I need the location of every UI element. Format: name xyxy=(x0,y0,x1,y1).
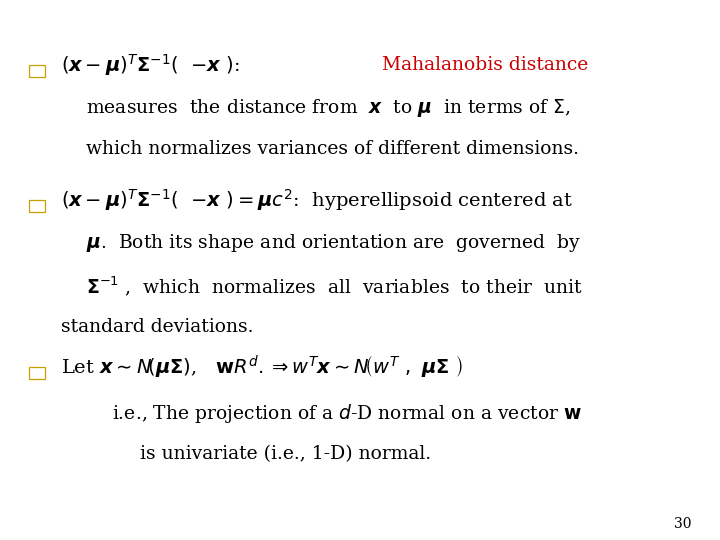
Text: $\boldsymbol{\Sigma}^{-1}$ ,  which  normalizes  all  variables  to their  unit: $\boldsymbol{\Sigma}^{-1}$ , which norma… xyxy=(86,274,583,298)
Text: 30: 30 xyxy=(674,517,691,531)
Text: i.e., The projection of a $d$-D normal on a vector $\mathbf{w}$: i.e., The projection of a $d$-D normal o… xyxy=(112,402,582,424)
Text: Mahalanobis distance: Mahalanobis distance xyxy=(382,56,588,74)
Text: Let $\boldsymbol{x} \sim N\!\left(\boldsymbol{\mu\Sigma}\right)$,   $\mathbf{w}R: Let $\boldsymbol{x} \sim N\!\left(\bolds… xyxy=(61,354,463,381)
Text: $(\boldsymbol{x} - \boldsymbol{\mu})^T \boldsymbol{\Sigma}^{-1}(\ \ {-}\boldsymb: $(\boldsymbol{x} - \boldsymbol{\mu})^T \… xyxy=(61,187,573,213)
Text: standard deviations.: standard deviations. xyxy=(61,318,253,336)
Text: measures  the distance from  $\boldsymbol{x}$  to $\boldsymbol{\mu}$  in terms o: measures the distance from $\boldsymbol{… xyxy=(86,97,571,119)
Text: $\boldsymbol{\mu}$.  Both its shape and orientation are  governed  by: $\boldsymbol{\mu}$. Both its shape and o… xyxy=(86,232,581,254)
Text: which normalizes variances of different dimensions.: which normalizes variances of different … xyxy=(86,139,580,158)
Text: $(\boldsymbol{x} - \boldsymbol{\mu})^T \boldsymbol{\Sigma}^{-1}(\ \ {-}\boldsymb: $(\boldsymbol{x} - \boldsymbol{\mu})^T \… xyxy=(61,52,240,78)
Text: is univariate (i.e., 1-D) normal.: is univariate (i.e., 1-D) normal. xyxy=(140,444,431,463)
